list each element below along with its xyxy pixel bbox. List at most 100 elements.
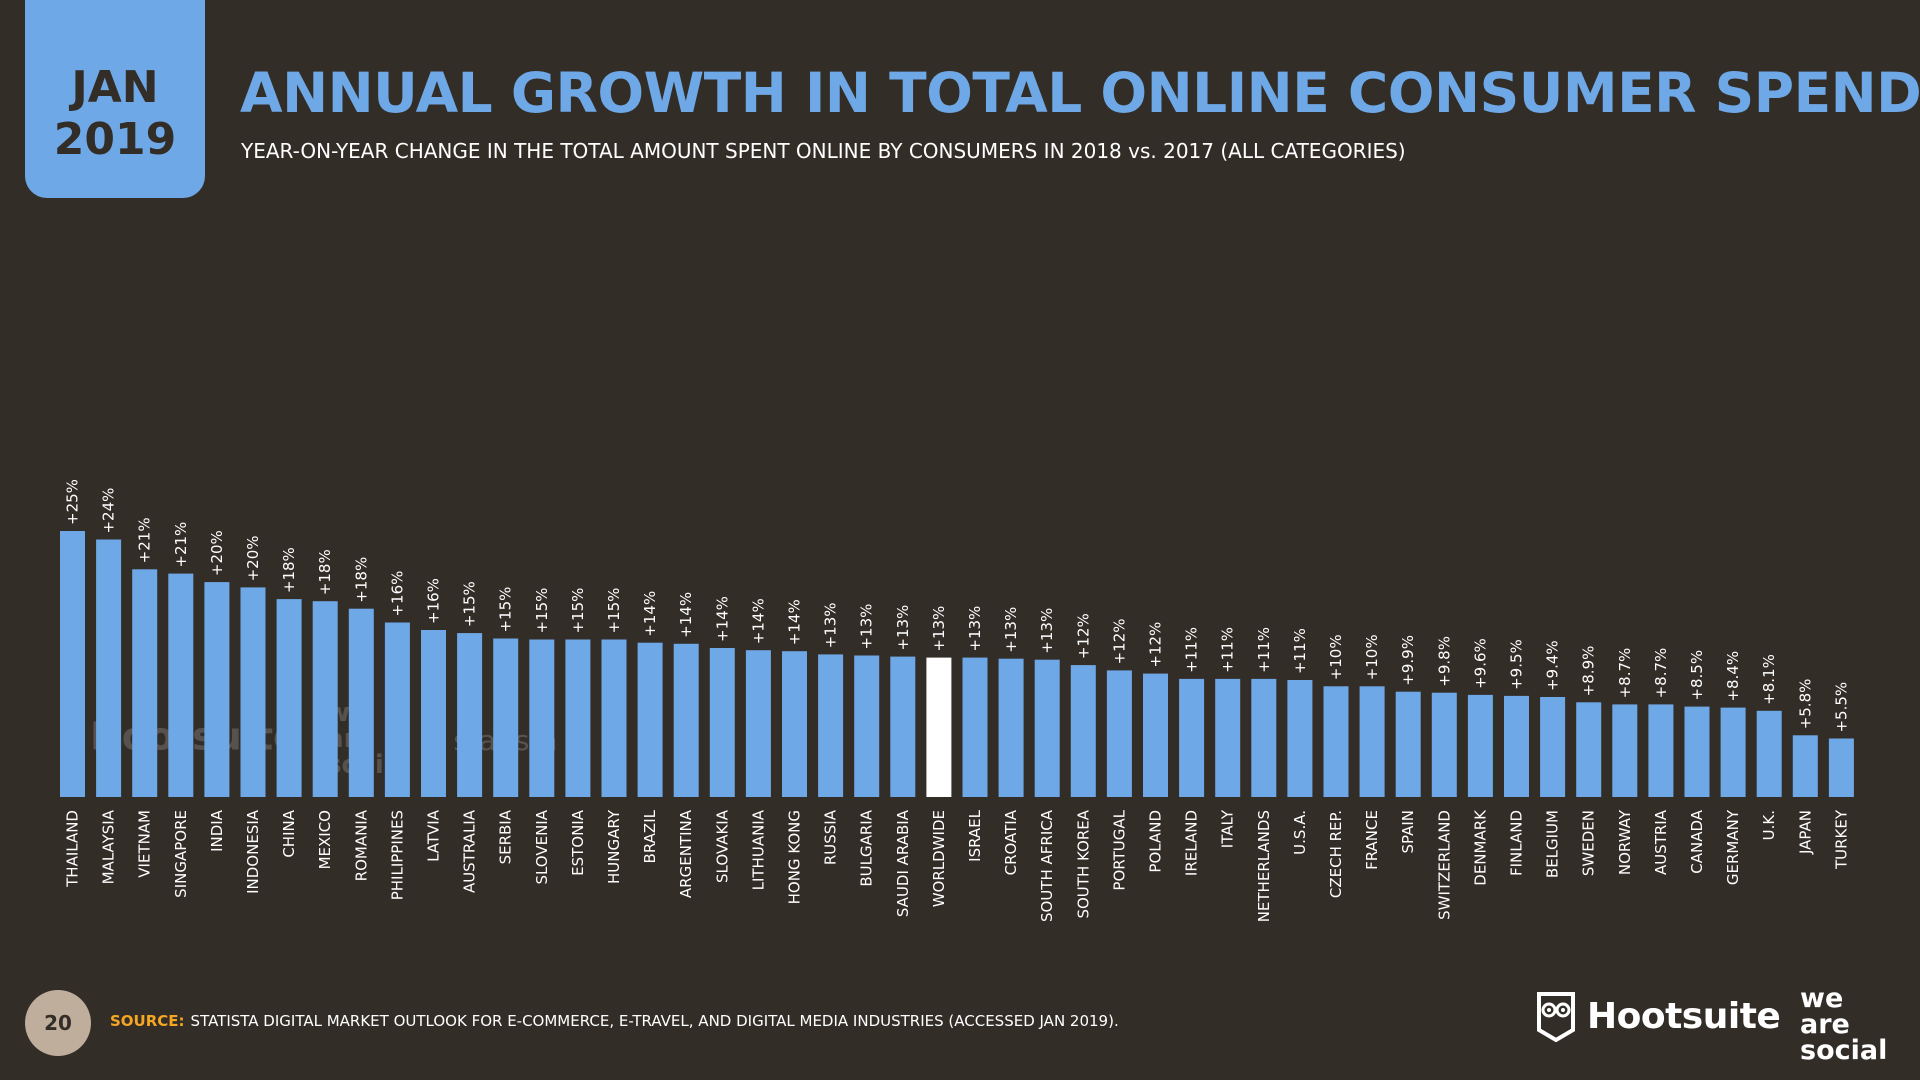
bar-slovenia bbox=[529, 639, 555, 797]
bar-value-label: +8.9% bbox=[1580, 646, 1598, 697]
bar-value-label: +24% bbox=[100, 488, 118, 534]
owl-icon bbox=[1537, 992, 1575, 1042]
bar-value-label: +11% bbox=[1183, 627, 1201, 673]
bar-value-label: +9.5% bbox=[1508, 639, 1526, 690]
bar-value-label: +13% bbox=[930, 606, 948, 652]
source-label: SOURCE: bbox=[110, 1012, 185, 1030]
bar-value-label: +25% bbox=[64, 479, 82, 525]
category-label: ROMANIA bbox=[352, 809, 370, 881]
bar-saudi-arabia bbox=[890, 656, 916, 797]
category-label: SINGAPORE bbox=[172, 810, 190, 898]
bar-lithuania bbox=[745, 650, 771, 797]
bar-ireland bbox=[1179, 678, 1205, 797]
bar-australia bbox=[457, 633, 483, 797]
partner-line: we bbox=[1800, 983, 1844, 1014]
bar-value-label: +21% bbox=[172, 522, 190, 568]
bar-value-label: +15% bbox=[497, 587, 515, 633]
bar-hungary bbox=[601, 639, 627, 797]
bar-value-label: +11% bbox=[1219, 627, 1237, 673]
bar-bulgaria bbox=[854, 655, 880, 797]
bar-u-k bbox=[1756, 710, 1782, 797]
category-label: GERMANY bbox=[1724, 809, 1742, 885]
date-year: 2019 bbox=[53, 114, 177, 165]
bar-czech-rep bbox=[1323, 686, 1349, 797]
category-label: SLOVAKIA bbox=[713, 809, 731, 883]
bar-value-label: +8.4% bbox=[1724, 651, 1742, 702]
category-label: CHINA bbox=[280, 809, 298, 857]
we-are-social-logo: we are social bbox=[1800, 983, 1910, 1066]
date-badge: JAN 2019 bbox=[25, 0, 205, 198]
bar-brazil bbox=[637, 642, 663, 797]
bar-value-label: +21% bbox=[136, 517, 154, 563]
category-label: ISRAEL bbox=[966, 809, 984, 861]
bar-mexico bbox=[312, 601, 338, 797]
category-label: BRAZIL bbox=[641, 809, 659, 863]
bar-chart: +25% THAILAND +24% MALAYSIA +21% VIETNAM +21% S… bbox=[60, 479, 1854, 922]
category-label: TURKEY bbox=[1832, 809, 1850, 870]
category-label: SOUTH AFRICA bbox=[1038, 809, 1056, 922]
category-label: CANADA bbox=[1688, 809, 1706, 874]
bar-russia bbox=[818, 654, 844, 797]
bar-latvia bbox=[421, 630, 446, 797]
bar-slovakia bbox=[709, 648, 735, 797]
bar-austria bbox=[1648, 704, 1674, 797]
category-label: SPAIN bbox=[1399, 810, 1417, 854]
bar-philippines bbox=[384, 622, 410, 797]
category-label: SWEDEN bbox=[1580, 810, 1598, 876]
bar-value-label: +14% bbox=[713, 596, 731, 642]
bar-spain bbox=[1395, 691, 1421, 797]
bar-value-label: +12% bbox=[1147, 622, 1165, 668]
bar-value-label: +8.7% bbox=[1652, 648, 1670, 699]
category-label: IRELAND bbox=[1183, 810, 1201, 876]
bar-value-label: +9.8% bbox=[1435, 636, 1453, 687]
bar-value-label: +13% bbox=[822, 602, 840, 648]
bar-china bbox=[276, 599, 302, 797]
date-month: JAN bbox=[71, 62, 159, 113]
page-title: ANNUAL GROWTH IN TOTAL ONLINE CONSUMER S… bbox=[240, 61, 1920, 125]
bar-value-label: +18% bbox=[280, 547, 298, 593]
page-number: 20 bbox=[25, 990, 91, 1056]
bar-value-label: +18% bbox=[316, 549, 334, 595]
category-label: HONG KONG bbox=[786, 810, 804, 904]
bar-value-label: +13% bbox=[966, 606, 984, 652]
category-label: CROATIA bbox=[1002, 809, 1020, 875]
category-label: SLOVENIA bbox=[533, 809, 551, 884]
bar-value-label: +14% bbox=[786, 599, 804, 645]
bar-value-label: +15% bbox=[533, 588, 551, 634]
bar-singapore bbox=[168, 573, 194, 797]
category-label: THAILAND bbox=[64, 810, 82, 888]
page-subtitle: YEAR-ON-YEAR CHANGE IN THE TOTAL AMOUNT … bbox=[241, 139, 1406, 163]
bar-indonesia bbox=[240, 587, 266, 797]
bar-value-label: +11% bbox=[1291, 628, 1309, 674]
partner-line: social bbox=[1800, 1035, 1888, 1066]
bar-value-label: +8.7% bbox=[1616, 648, 1634, 699]
bar-thailand bbox=[60, 531, 85, 797]
category-label: HUNGARY bbox=[605, 809, 623, 884]
bar-south-africa bbox=[1034, 659, 1060, 797]
bar-value-label: +14% bbox=[677, 592, 695, 638]
bar-value-label: +14% bbox=[641, 591, 659, 637]
bar-switzerland bbox=[1431, 692, 1457, 797]
category-label: RUSSIA bbox=[822, 809, 840, 865]
bar-turkey bbox=[1828, 738, 1854, 797]
bar-value-label: +9.9% bbox=[1399, 635, 1417, 686]
category-label: MEXICO bbox=[316, 810, 334, 869]
bar-italy bbox=[1215, 678, 1241, 797]
bar-malaysia bbox=[96, 539, 122, 797]
bar-value-label: +14% bbox=[749, 598, 767, 644]
hootsuite-logo: Hootsuite bbox=[1535, 990, 1781, 1042]
category-label: VIETNAM bbox=[136, 810, 154, 878]
bar-value-label: +9.4% bbox=[1544, 640, 1562, 691]
bar-sweden bbox=[1576, 702, 1602, 797]
bar-israel bbox=[962, 657, 988, 797]
bar-estonia bbox=[565, 639, 591, 797]
bar-value-label: +15% bbox=[461, 581, 479, 627]
category-label: FINLAND bbox=[1508, 810, 1526, 876]
bar-u-s-a bbox=[1287, 680, 1313, 797]
partner-line: are bbox=[1800, 1009, 1850, 1040]
brand-name: Hootsuite bbox=[1587, 995, 1781, 1037]
bar-canada bbox=[1684, 706, 1710, 797]
bar-germany bbox=[1720, 707, 1746, 797]
category-label: FRANCE bbox=[1363, 810, 1381, 870]
bar-value-label: +5.5% bbox=[1832, 682, 1850, 733]
